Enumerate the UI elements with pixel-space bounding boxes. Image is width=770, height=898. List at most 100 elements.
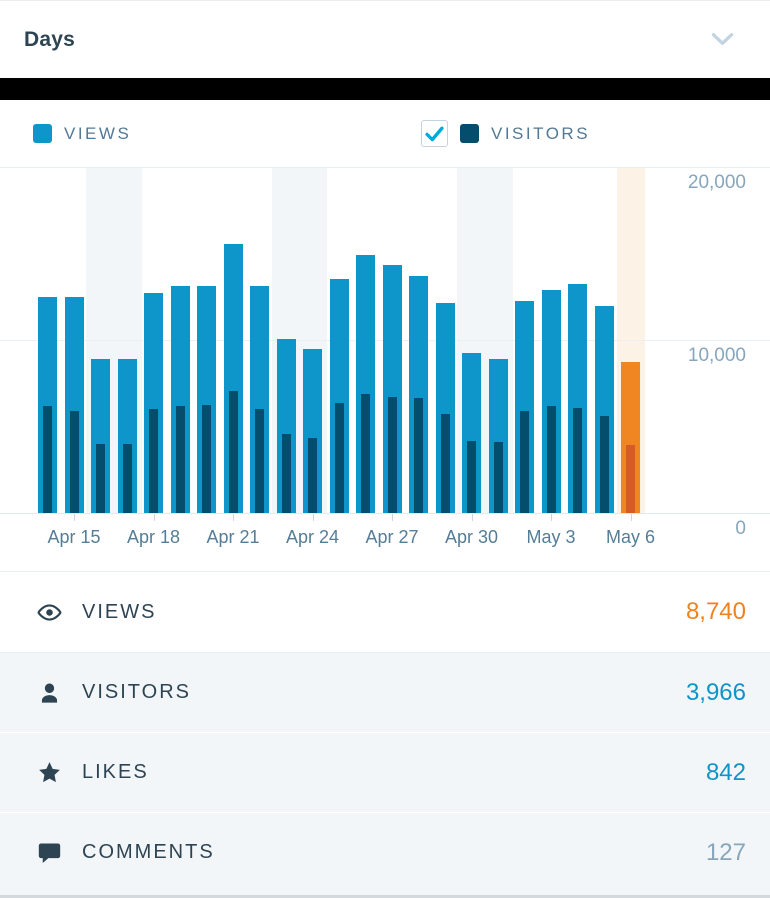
x-axis-label: Apr 30 bbox=[444, 527, 499, 547]
bar-visitors-segment bbox=[573, 408, 582, 513]
bar-may-3[interactable] bbox=[541, 290, 561, 513]
x-axis-label: Apr 18 bbox=[126, 527, 181, 547]
x-axis-label: May 6 bbox=[605, 527, 656, 547]
summary-value-views: 8,740 bbox=[685, 598, 746, 625]
chart-legend: VIEWS VISITORS bbox=[0, 100, 770, 168]
summary-tab-likes[interactable]: LIKES 842 bbox=[0, 732, 770, 812]
summary-label-likes: LIKES bbox=[82, 761, 149, 783]
summary-tabs: VIEWS 8,740 VISITORS 3,966 LIKES 842 bbox=[0, 572, 770, 892]
bar-apr-17[interactable] bbox=[117, 359, 137, 513]
star-icon bbox=[36, 759, 63, 786]
x-axis-label: Apr 21 bbox=[206, 527, 260, 547]
x-axis-tick bbox=[233, 514, 234, 521]
bar-visitors-segment bbox=[493, 442, 503, 513]
bar-visitors-segment bbox=[43, 406, 52, 513]
bar-apr-28[interactable] bbox=[409, 276, 428, 513]
bar-visitors-segment bbox=[387, 397, 397, 513]
bar-apr-23[interactable] bbox=[276, 339, 296, 513]
x-axis-label: Apr 27 bbox=[365, 527, 419, 547]
bar-apr-15[interactable] bbox=[64, 297, 84, 513]
x-axis-label: Apr 24 bbox=[285, 527, 340, 547]
y-axis-label-0: 0 bbox=[735, 518, 746, 539]
bar-visitors-segment bbox=[414, 398, 423, 513]
views-swatch bbox=[33, 124, 52, 143]
bar-apr-22[interactable] bbox=[250, 286, 269, 513]
bar-apr-19[interactable] bbox=[170, 286, 190, 513]
visitors-swatch bbox=[460, 124, 479, 143]
bar-visitors-segment bbox=[202, 405, 211, 513]
y-axis-label-10000: 10,000 bbox=[687, 345, 746, 366]
bar-apr-16[interactable] bbox=[91, 359, 110, 513]
bar-apr-27[interactable] bbox=[382, 265, 402, 513]
chevron-down-icon bbox=[711, 32, 734, 47]
summary-tab-comments[interactable]: COMMENTS 127 bbox=[0, 812, 770, 892]
bar-may-2[interactable] bbox=[515, 301, 534, 513]
comment-icon bbox=[36, 839, 63, 866]
bar-chart: 20,000 10,000 bbox=[0, 168, 770, 514]
x-axis: 0 Apr 15 Apr 18 Apr 21 Apr 24 Apr 27 Apr 30 Ma… bbox=[0, 514, 770, 572]
bar-visitors-segment bbox=[440, 414, 450, 513]
bar-may-6[interactable] bbox=[621, 362, 640, 513]
x-axis-tick bbox=[153, 514, 155, 521]
summary-value-likes: 842 bbox=[705, 758, 746, 786]
plot-area bbox=[0, 168, 770, 513]
visitors-checkbox[interactable] bbox=[421, 120, 448, 147]
card-bottom-edge bbox=[0, 892, 770, 898]
bar-visitors-segment bbox=[626, 445, 635, 513]
x-axis-tick bbox=[471, 514, 473, 521]
x-axis-label: May 3 bbox=[526, 527, 576, 547]
bar-apr-18[interactable] bbox=[144, 293, 163, 513]
period-title: Days bbox=[24, 27, 76, 51]
bar-may-4[interactable] bbox=[568, 284, 587, 513]
views-legend-label: VIEWS bbox=[64, 123, 132, 143]
bar-visitors-segment bbox=[149, 409, 158, 513]
bar-visitors-segment bbox=[175, 406, 185, 513]
bar-visitors-segment bbox=[69, 411, 79, 513]
x-axis-label: Apr 15 bbox=[47, 527, 101, 547]
eye-icon bbox=[36, 599, 63, 626]
bar-visitors-segment bbox=[546, 406, 556, 513]
bar-apr-29[interactable] bbox=[435, 303, 455, 513]
bar-visitors-segment bbox=[96, 444, 105, 513]
bar-apr-24[interactable] bbox=[303, 349, 322, 513]
bar-apr-25[interactable] bbox=[329, 279, 349, 513]
bar-visitors-segment bbox=[361, 394, 370, 513]
period-selector[interactable]: Days bbox=[0, 0, 770, 78]
x-axis-tick bbox=[551, 514, 552, 521]
visitors-legend-label: VISITORS bbox=[491, 123, 591, 143]
bar-visitors-segment bbox=[334, 403, 344, 513]
x-axis-tick bbox=[312, 514, 314, 521]
bar-visitors-segment bbox=[520, 411, 529, 513]
bar-visitors-segment bbox=[122, 444, 132, 513]
summary-label-views: VIEWS bbox=[82, 600, 157, 623]
x-axis-tick bbox=[74, 514, 75, 521]
bar-visitors-segment bbox=[599, 416, 609, 513]
bar-visitors-segment bbox=[308, 438, 317, 513]
views-legend: VIEWS bbox=[33, 100, 131, 167]
bar-apr-21[interactable] bbox=[223, 244, 243, 513]
bar-visitors-segment bbox=[281, 434, 291, 513]
summary-label-comments: COMMENTS bbox=[82, 841, 215, 863]
summary-label-visitors: VISITORS bbox=[82, 681, 191, 703]
x-axis-tick bbox=[392, 514, 393, 521]
person-icon bbox=[36, 679, 63, 706]
summary-tab-views[interactable]: VIEWS 8,740 bbox=[0, 572, 770, 652]
summary-tab-visitors[interactable]: VISITORS 3,966 bbox=[0, 652, 770, 732]
masterbar bbox=[0, 78, 770, 100]
y-axis-label-20000: 20,000 bbox=[687, 172, 746, 193]
bar-apr-20[interactable] bbox=[197, 286, 216, 513]
checkbox-checkmark bbox=[425, 126, 444, 142]
summary-value-comments: 127 bbox=[705, 838, 746, 866]
visitors-legend: VISITORS bbox=[421, 100, 590, 167]
bar-apr-30[interactable] bbox=[462, 353, 481, 513]
summary-value-visitors: 3,966 bbox=[685, 678, 746, 706]
bar-visitors-segment bbox=[228, 391, 238, 513]
bar-visitors-segment bbox=[255, 409, 264, 513]
bar-may-1[interactable] bbox=[488, 359, 508, 513]
x-axis-tick bbox=[630, 514, 632, 521]
bar-may-5[interactable] bbox=[594, 306, 614, 513]
bar-apr-26[interactable] bbox=[356, 255, 375, 513]
bar-apr-14[interactable] bbox=[38, 297, 57, 513]
bar-visitors-segment bbox=[467, 441, 476, 513]
